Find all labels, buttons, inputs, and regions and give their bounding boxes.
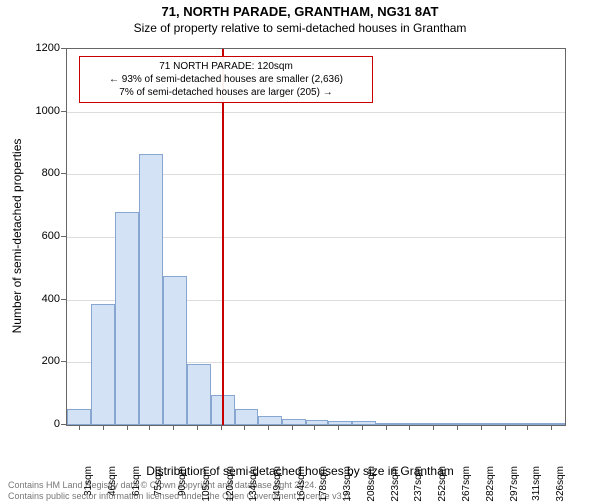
x-tick-label: 31sqm: [83, 466, 94, 496]
histogram-bar: [187, 364, 211, 425]
x-tick-label: 178sqm: [318, 466, 329, 502]
y-tick-mark: [61, 173, 66, 174]
x-tick-mark: [409, 425, 410, 430]
x-tick-mark: [292, 425, 293, 430]
histogram-bar: [469, 423, 493, 425]
y-tick-label: 800: [30, 167, 60, 179]
y-tick-label: 600: [30, 230, 60, 242]
x-tick-label: 120sqm: [225, 466, 236, 502]
x-tick-mark: [362, 425, 363, 430]
annotation-box: 71 NORTH PARADE: 120sqm← 93% of semi-det…: [79, 56, 373, 103]
x-tick-mark: [197, 425, 198, 430]
x-tick-mark: [268, 425, 269, 430]
y-tick-label: 1000: [30, 105, 60, 117]
y-tick-mark: [61, 299, 66, 300]
histogram-bar: [422, 423, 446, 425]
x-tick-mark: [457, 425, 458, 430]
histogram-bar: [328, 421, 352, 425]
chart-subtitle: Size of property relative to semi-detach…: [0, 21, 600, 35]
x-tick-label: 46sqm: [107, 466, 118, 496]
x-tick-mark: [551, 425, 552, 430]
y-tick-label: 400: [30, 293, 60, 305]
histogram-bar: [352, 421, 376, 425]
y-tick-label: 0: [30, 418, 60, 430]
annotation-line: ← 93% of semi-detached houses are smalle…: [86, 73, 366, 86]
gridline: [67, 112, 565, 113]
x-tick-mark: [527, 425, 528, 430]
plot-area: 71 NORTH PARADE: 120sqm← 93% of semi-det…: [66, 48, 566, 426]
histogram-bar: [398, 423, 422, 425]
histogram-bar: [163, 276, 187, 425]
histogram-bar: [517, 423, 541, 425]
y-tick-label: 1200: [30, 42, 60, 54]
x-tick-label: 267sqm: [461, 466, 472, 502]
x-tick-mark: [433, 425, 434, 430]
x-tick-label: 311sqm: [531, 466, 542, 501]
histogram-bar: [91, 304, 115, 425]
histogram-bar: [447, 423, 469, 425]
y-tick-mark: [61, 48, 66, 49]
x-tick-label: 282sqm: [485, 466, 496, 502]
histogram-bar: [282, 419, 306, 425]
x-tick-label: 252sqm: [437, 466, 448, 502]
x-tick-mark: [173, 425, 174, 430]
x-tick-label: 297sqm: [509, 466, 520, 502]
x-tick-mark: [103, 425, 104, 430]
x-tick-mark: [338, 425, 339, 430]
x-tick-label: 134sqm: [248, 466, 259, 502]
x-tick-label: 326sqm: [555, 466, 566, 502]
histogram-bar: [235, 409, 257, 425]
x-tick-mark: [505, 425, 506, 430]
histogram-bar: [493, 423, 517, 425]
y-tick-label: 200: [30, 355, 60, 367]
histogram-bar: [541, 423, 565, 425]
x-tick-label: 90sqm: [177, 466, 188, 496]
x-tick-label: 105sqm: [201, 466, 212, 502]
histogram-bar: [115, 212, 139, 425]
x-tick-mark: [481, 425, 482, 430]
histogram-bar: [67, 409, 91, 425]
x-tick-label: 208sqm: [366, 466, 377, 502]
x-tick-mark: [386, 425, 387, 430]
y-axis-label: Number of semi-detached properties: [10, 139, 24, 334]
x-tick-mark: [244, 425, 245, 430]
histogram-bar: [139, 154, 163, 425]
histogram-bar: [306, 420, 328, 425]
x-tick-label: 193sqm: [342, 466, 353, 502]
x-tick-mark: [221, 425, 222, 430]
chart-title: 71, NORTH PARADE, GRANTHAM, NG31 8AT: [0, 4, 600, 19]
x-tick-label: 164sqm: [296, 466, 307, 502]
y-tick-mark: [61, 424, 66, 425]
y-tick-mark: [61, 361, 66, 362]
x-tick-mark: [314, 425, 315, 430]
histogram-bar: [376, 423, 398, 426]
x-tick-label: 61sqm: [131, 466, 142, 496]
x-tick-label: 75sqm: [153, 466, 164, 496]
x-tick-label: 223sqm: [390, 466, 401, 502]
x-tick-label: 237sqm: [413, 466, 424, 502]
y-tick-mark: [61, 111, 66, 112]
x-tick-label: 149sqm: [272, 466, 283, 502]
x-tick-mark: [79, 425, 80, 430]
y-tick-mark: [61, 236, 66, 237]
marker-line: [222, 49, 224, 425]
x-tick-mark: [149, 425, 150, 430]
histogram-bar: [258, 416, 282, 425]
annotation-line: 71 NORTH PARADE: 120sqm: [86, 60, 366, 73]
x-tick-mark: [127, 425, 128, 430]
annotation-line: 7% of semi-detached houses are larger (2…: [86, 86, 366, 99]
